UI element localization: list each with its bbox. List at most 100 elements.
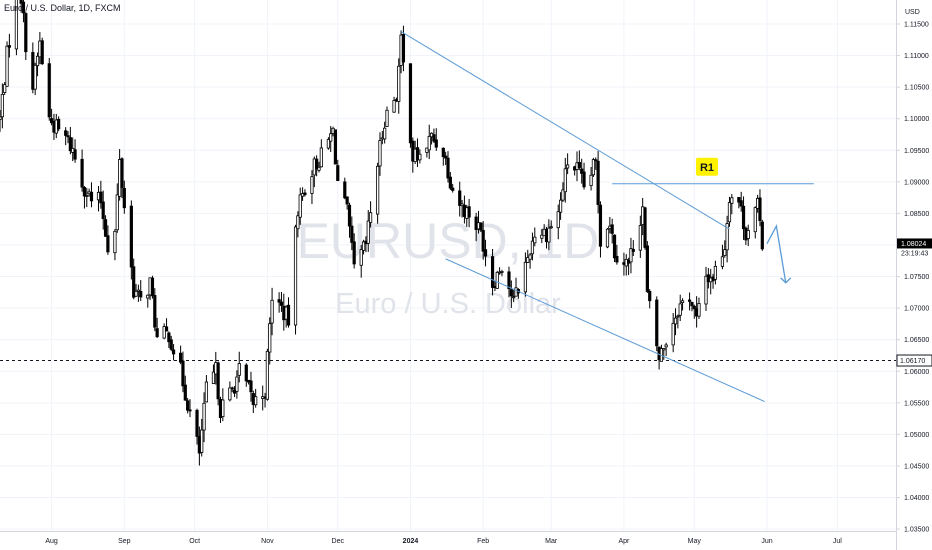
candle-up (33, 64, 37, 90)
candle-down (167, 332, 171, 343)
candle-up (678, 303, 682, 316)
watermark: EURUSD, 1D Euro / U.S. Dollar (297, 213, 600, 320)
candle-up (202, 402, 206, 431)
candle-down (345, 196, 349, 205)
symbol-title: Euro / U.S. Dollar, 1D, FXCM (4, 3, 121, 13)
candle-up (235, 376, 239, 392)
y-tick-label: 1.11000 (904, 53, 929, 60)
candle-down (408, 63, 413, 144)
candle-down (279, 301, 284, 306)
candle-down (336, 165, 340, 181)
candle-up (530, 240, 535, 255)
candle-down (129, 205, 133, 268)
watermark-symbol: EURUSD, 1D (297, 213, 600, 269)
candle-down (582, 171, 586, 188)
candle-up (561, 189, 565, 201)
candle-up (268, 323, 272, 353)
candle-up (270, 299, 274, 324)
candle-up (673, 317, 678, 325)
candle-down (286, 304, 291, 326)
candle-up (310, 176, 314, 194)
candle-up (547, 227, 551, 243)
time-axis[interactable]: Aug Sep Oct Nov Dec 2024 Feb Mar Apr May Jun Jul (0, 531, 896, 546)
y-tick-label: 1.03500 (904, 527, 929, 534)
candle-up (361, 241, 366, 251)
candle-down (655, 299, 659, 347)
candle-up (368, 212, 373, 223)
descending-lower-trendline[interactable] (445, 258, 765, 403)
candle-up (383, 127, 387, 140)
candle-down (509, 289, 513, 297)
candle-up (418, 153, 422, 161)
candle-down (737, 197, 741, 203)
candle-up (329, 133, 333, 142)
candle-up (512, 296, 516, 299)
r1-badge-bg (696, 157, 718, 176)
y-tick-label: 1.04500 (904, 463, 929, 470)
candle-down (120, 158, 124, 188)
candle-up (319, 147, 323, 168)
r1-label: R1 (700, 162, 714, 174)
candle-up (723, 249, 727, 256)
candle-up (376, 165, 380, 215)
candle-down (57, 118, 61, 130)
candle-up (115, 194, 119, 231)
candle-down (760, 221, 764, 250)
candle-up (134, 290, 138, 297)
candle-down (612, 234, 617, 259)
trendlines (400, 31, 814, 403)
x-tick-label: Nov (261, 538, 274, 545)
candle-down (153, 295, 157, 328)
y-tick-label: 1.06000 (904, 369, 929, 376)
candle-down (343, 181, 347, 199)
price-axis[interactable]: USD 1.11500 1.11000 1.10500 1.10000 1.09500 1… (896, 0, 929, 550)
x-tick-label: Jul (833, 538, 842, 545)
candle-down (103, 219, 108, 237)
candle-down (741, 205, 746, 230)
candle-down (315, 158, 319, 170)
candle-up (671, 322, 675, 346)
candle-up (211, 371, 216, 384)
candle-up (638, 225, 642, 251)
candle-up (605, 228, 610, 248)
candle-up (727, 202, 732, 223)
candle-up (146, 294, 150, 299)
descending-upper-trendline[interactable] (400, 31, 730, 230)
candle-down (481, 229, 485, 252)
candle-up (317, 166, 321, 171)
reference-price-badge: 1.06170 (896, 354, 932, 367)
candle-down (68, 137, 72, 152)
candle-up (397, 65, 401, 102)
candle-down (580, 168, 584, 174)
candle-up (746, 230, 750, 239)
candle-up (366, 220, 370, 244)
candle-down (507, 271, 511, 290)
candle-down (645, 245, 649, 292)
candle-down (598, 204, 603, 247)
candle-up (500, 271, 504, 273)
candle-down (64, 130, 68, 136)
candle-down (230, 387, 234, 390)
candle-up (0, 116, 2, 120)
candle-down (333, 129, 338, 165)
candle-up (549, 226, 553, 229)
candle-down (40, 40, 44, 65)
candle-down (106, 235, 110, 253)
candle-down (448, 176, 452, 189)
candle-down (432, 134, 436, 142)
candle-up (563, 168, 567, 193)
candle-up (676, 315, 680, 318)
candle-down (446, 157, 450, 179)
candle-up (566, 164, 570, 169)
candle-down (577, 162, 581, 168)
r1-badge: R1 (696, 157, 718, 176)
candle-down (596, 160, 600, 205)
projection-arrow[interactable] (766, 224, 787, 283)
candle-down (99, 191, 103, 204)
candle-down (758, 197, 762, 221)
candle-up (558, 199, 563, 213)
currency-label: USD (905, 9, 920, 16)
candle-down (444, 155, 448, 159)
candle-up (495, 271, 499, 289)
